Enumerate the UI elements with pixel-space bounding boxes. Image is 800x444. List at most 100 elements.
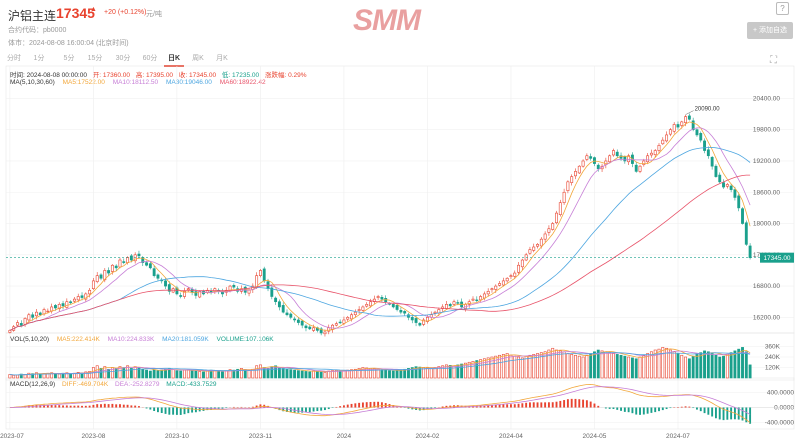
candle-body	[741, 208, 744, 224]
last-price: 17345	[56, 5, 95, 21]
volume-bar	[171, 369, 175, 379]
candle-body	[479, 296, 483, 301]
volume-bar	[604, 351, 608, 379]
candle-body	[118, 259, 122, 268]
tab-monthly[interactable]: 月K	[216, 55, 228, 62]
price-tick-label: 18600.00	[753, 189, 780, 196]
volume-bar	[262, 367, 266, 379]
volume-bar	[315, 371, 319, 379]
vol-volume: VOLUME:107.106K	[216, 336, 274, 343]
volume-bar	[649, 351, 653, 379]
tab-timeshare[interactable]: 分时	[7, 55, 21, 62]
candle-body	[714, 165, 718, 177]
tab-15min[interactable]: 15分	[87, 55, 103, 62]
volume-bar	[574, 354, 577, 379]
volume-bar	[722, 355, 725, 379]
vol-tick-label: 360K	[765, 344, 781, 351]
volume-bar	[194, 370, 198, 379]
candle-body	[27, 314, 31, 321]
volume-bar	[517, 356, 520, 379]
volume-bar	[585, 354, 589, 379]
volume-bar	[623, 355, 627, 379]
volume-bar	[122, 367, 126, 379]
volume-bar	[619, 354, 623, 379]
candle-body	[448, 304, 452, 307]
candle-body	[126, 257, 130, 263]
volume-bar	[395, 369, 399, 379]
volume-bar	[148, 370, 152, 379]
candle-body	[403, 311, 407, 314]
volume-bar	[471, 361, 475, 379]
candle-body	[262, 268, 266, 282]
candle-body	[672, 124, 676, 132]
volume-bar	[99, 368, 103, 379]
candle-body	[528, 249, 532, 254]
volume-bar	[703, 350, 706, 379]
volume-bar	[353, 368, 357, 379]
volume-bar	[596, 349, 600, 379]
ma30-line	[9, 146, 751, 331]
tab-60min[interactable]: 60分	[142, 55, 158, 62]
volume-bar	[741, 347, 744, 379]
candle-body	[581, 160, 585, 167]
tab-5min[interactable]: 5分	[63, 55, 75, 62]
candle-body	[589, 156, 593, 159]
volume-bar	[126, 365, 130, 379]
candle-body	[657, 145, 661, 151]
candle-body	[84, 293, 88, 300]
volume-bar	[133, 366, 137, 379]
candle-body	[194, 291, 198, 296]
macd-tick-label: -400.0000	[765, 420, 795, 427]
candle-body	[642, 160, 646, 165]
candle-body	[536, 244, 539, 247]
volume-bar	[27, 372, 31, 379]
fullscreen-icon[interactable]: ⛶	[770, 55, 777, 66]
volume-bar	[205, 370, 209, 379]
volume-bar	[76, 372, 80, 379]
add-watchlist-button[interactable]: + 添加自选	[747, 22, 793, 39]
volume-bar	[615, 354, 619, 379]
help-button[interactable]: ?	[776, 2, 789, 15]
candle-body	[46, 310, 50, 313]
candle-body	[733, 189, 737, 198]
volume-bar	[463, 362, 467, 379]
tab-weekly[interactable]: 周K	[192, 55, 204, 62]
volume-bar	[714, 354, 718, 379]
candle-body	[277, 301, 281, 308]
tab-30min[interactable]: 30分	[115, 55, 131, 62]
volume-bar	[748, 364, 752, 379]
price-tick-label: 19800.00	[753, 127, 780, 134]
candle-body	[494, 285, 498, 290]
candle-body	[331, 324, 334, 330]
candle-body	[80, 295, 84, 298]
volume-bar	[737, 348, 741, 379]
candle-body	[475, 299, 479, 301]
price-tick-label: 19200.00	[753, 158, 780, 165]
candle-body	[258, 270, 262, 276]
candle-body	[293, 318, 297, 321]
vol-ma20-line	[9, 352, 751, 376]
candle-body	[517, 264, 520, 273]
candle-body	[543, 233, 547, 240]
volume-bar	[494, 355, 498, 379]
volume-bar	[532, 354, 536, 379]
volume-bar	[365, 367, 369, 379]
candle-body	[114, 265, 118, 269]
candle-body	[422, 319, 426, 325]
vol-legend-label: VOL(5,10,20)	[10, 336, 50, 343]
candle-body	[247, 289, 251, 294]
volume-bar	[528, 354, 532, 379]
volume-bar	[577, 355, 581, 379]
candle-body	[110, 264, 114, 272]
candle-body	[574, 171, 577, 177]
candle-body	[300, 320, 304, 326]
candle-body	[91, 280, 95, 289]
volume-bar	[630, 357, 634, 379]
volume-bar	[589, 353, 593, 379]
volume-bar	[407, 368, 410, 379]
tab-1min[interactable]: 1分	[33, 55, 45, 62]
candle-body	[346, 317, 350, 320]
candle-body	[289, 313, 293, 318]
volume-bar	[357, 368, 361, 379]
